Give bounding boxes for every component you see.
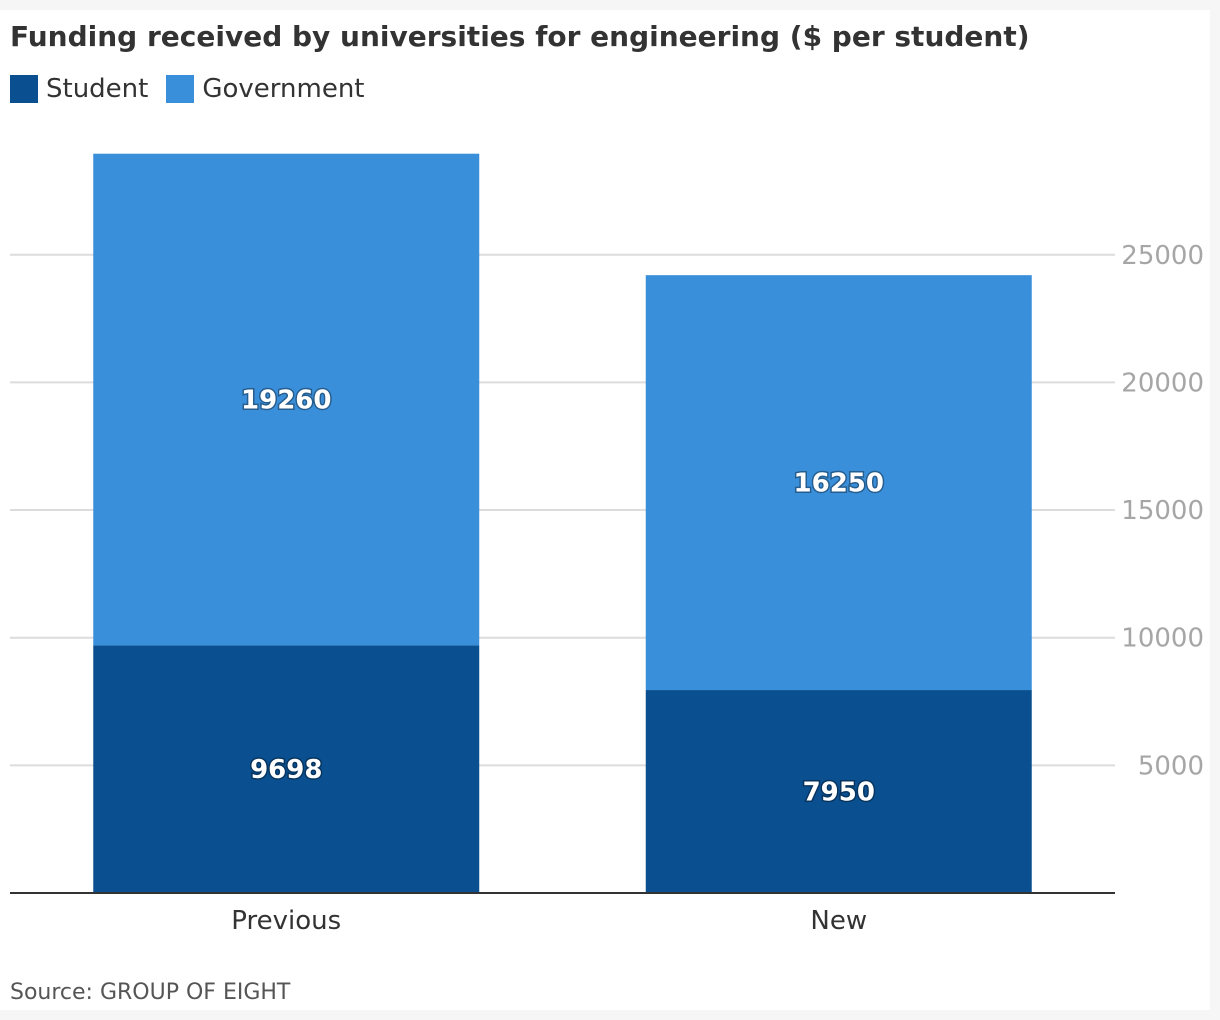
- y-tick-label-25000: 25000: [1121, 241, 1204, 271]
- bar-student-previous: [93, 645, 480, 893]
- y-tick-label-20000: 20000: [1121, 368, 1204, 398]
- y-tick-label-15000: 15000: [1121, 496, 1204, 526]
- legend-label-government: Government: [202, 74, 365, 104]
- chart-title: Funding received by universities for eng…: [10, 20, 1030, 53]
- bar-government-new: [645, 275, 1032, 691]
- x-tick-label-previous: Previous: [231, 906, 341, 936]
- source-note: Source: GROUP OF EIGHT: [10, 980, 291, 1005]
- data-label-government-previous: 19260: [241, 386, 331, 416]
- legend-swatch-student: [10, 75, 38, 103]
- chart-plot: 5000 10000 15000 20000 25000 9698 19260 Previou…: [10, 153, 1204, 936]
- legend-label-student: Student: [46, 74, 149, 104]
- data-label-student-previous: 9698: [250, 755, 322, 785]
- bar-government-previous: [93, 153, 480, 646]
- legend: Student Government: [10, 74, 383, 104]
- x-tick-label-new: New: [810, 906, 867, 936]
- legend-item-government: Government: [166, 74, 365, 104]
- legend-item-student: Student: [10, 74, 148, 104]
- y-tick-label-5000: 5000: [1138, 751, 1204, 781]
- data-label-government-new: 16250: [794, 469, 884, 499]
- y-tick-label-10000: 10000: [1121, 624, 1204, 654]
- chart-card: Funding received by universities for eng…: [0, 10, 1210, 1010]
- legend-swatch-government: [166, 75, 195, 103]
- bar-student-new: [645, 690, 1032, 893]
- data-label-student-new: 7950: [803, 778, 875, 808]
